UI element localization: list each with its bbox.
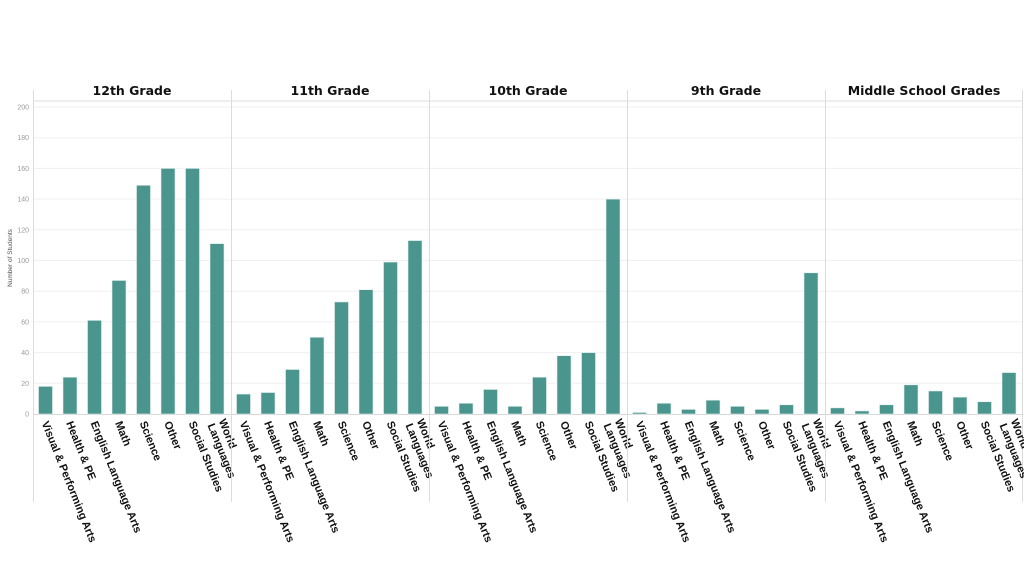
x-tick-label: Other [557, 420, 579, 452]
panel-middle-school-grades: Middle School Grades Visual & Performing … [825, 83, 1024, 545]
bar [903, 384, 919, 415]
x-tick-label: Visual & Performing Arts [237, 420, 297, 545]
y-tick-label: 60 [21, 319, 29, 326]
y-tick-label: 20 [21, 381, 29, 388]
bar [830, 407, 845, 415]
x-tick-label: Math [904, 420, 925, 449]
x-tick-label: Visual & Performing Arts [633, 420, 693, 545]
bar [87, 320, 102, 415]
bar [285, 369, 300, 415]
bar [656, 402, 672, 415]
bar [209, 243, 225, 415]
bar [111, 280, 127, 415]
bar [879, 404, 894, 415]
y-tick-label: 80 [21, 289, 29, 296]
x-tick-label: Visual & Performing Arts [831, 420, 891, 545]
bar [309, 336, 325, 415]
x-tick-label: Other [953, 420, 975, 452]
x-tick-label: Math [706, 420, 727, 449]
panel-title: 10th Grade [489, 83, 568, 98]
x-tick-label: Science [533, 420, 560, 463]
bar [779, 404, 794, 415]
bar [928, 390, 943, 415]
bar [160, 168, 176, 415]
x-tick-label: Math [508, 420, 529, 449]
bar [632, 412, 647, 415]
gridlines [33, 100, 1023, 415]
bar [854, 410, 870, 415]
bar [605, 198, 621, 415]
bar [556, 355, 572, 415]
bar [1001, 372, 1017, 415]
y-tick-label: 0 [25, 412, 29, 419]
bar [681, 409, 696, 415]
x-tick-label: Other [161, 420, 183, 452]
bar [185, 168, 200, 415]
bar [532, 376, 547, 415]
bar [260, 392, 276, 415]
y-tick-label: 180 [17, 135, 29, 142]
x-tick-label: Science [335, 420, 362, 463]
panel-title: 9th Grade [691, 83, 761, 98]
bar [952, 396, 968, 415]
x-tick-label: Other [755, 420, 777, 452]
y-tick-label: 120 [17, 227, 29, 234]
bar [458, 402, 474, 415]
panel-title: Middle School Grades [848, 83, 1001, 98]
y-axis-label: Number of Students [7, 228, 14, 287]
bar [730, 406, 745, 415]
bar [62, 376, 78, 415]
y-tick-label: 40 [21, 350, 29, 357]
x-tick-label: Math [310, 420, 331, 449]
x-tick-label: Science [731, 420, 758, 463]
bar [236, 393, 251, 415]
panel-title: 11th Grade [291, 83, 370, 98]
bar [507, 406, 523, 415]
bar [754, 409, 770, 415]
x-tick-label: Math [112, 420, 133, 449]
bar [136, 184, 151, 415]
bar [407, 240, 423, 415]
bar [434, 406, 449, 415]
y-tick-label: 160 [17, 166, 29, 173]
x-tick-label: Science [929, 420, 956, 463]
bar [705, 399, 721, 415]
y-tick-label: 100 [17, 258, 29, 265]
bar [977, 401, 992, 415]
panel-title: 12th Grade [93, 83, 172, 98]
bar [334, 301, 349, 415]
bar [483, 389, 498, 415]
x-tick-label: Science [137, 420, 164, 463]
bar [581, 352, 596, 415]
bar [803, 272, 819, 415]
bar [38, 386, 53, 415]
y-axis-ticks: 0 20 40 60 80 100 120 140 160 180 200 [17, 105, 29, 419]
x-tick-label: Other [359, 420, 381, 452]
x-tick-label: Visual & Performing Arts [39, 420, 99, 545]
y-tick-label: 200 [17, 105, 29, 112]
x-tick-label: Visual & Performing Arts [435, 420, 495, 545]
bar [358, 289, 374, 415]
bar [383, 261, 398, 415]
y-tick-label: 140 [17, 197, 29, 204]
